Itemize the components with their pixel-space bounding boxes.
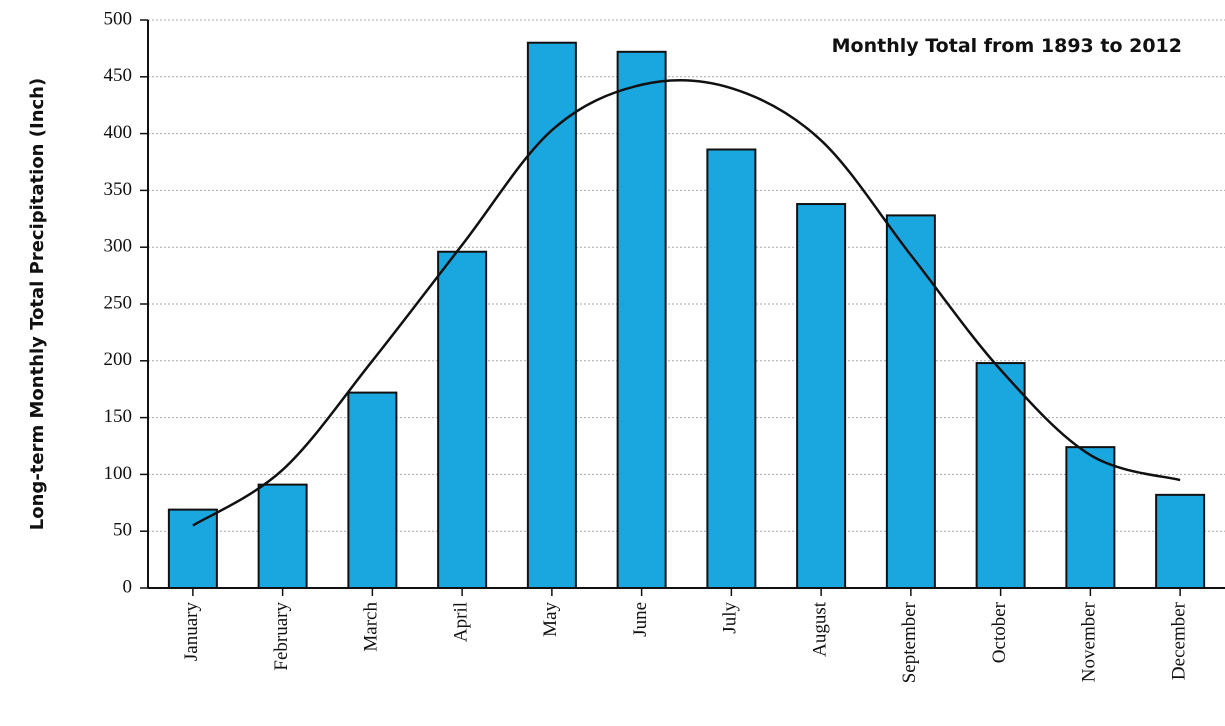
- bar: [796, 203, 847, 589]
- y-tick-label: 300: [104, 236, 133, 257]
- x-tick-label: September: [899, 601, 920, 683]
- y-axis-title: Long-term Monthly Total Precipitation (I…: [27, 78, 48, 530]
- y-tick-label: 150: [104, 406, 133, 427]
- bar: [975, 362, 1026, 589]
- x-tick-label: November: [1079, 601, 1100, 682]
- x-tick-label: March: [361, 602, 382, 652]
- y-tick-label: 0: [123, 576, 133, 597]
- y-tick-label: 250: [104, 292, 133, 313]
- bar: [347, 391, 398, 589]
- y-tick-label: 200: [104, 349, 133, 370]
- x-tick-label: June: [630, 602, 651, 637]
- bar: [437, 250, 488, 590]
- bar: [167, 508, 218, 589]
- bar: [885, 214, 936, 589]
- x-tick-label: January: [181, 602, 202, 662]
- y-tick-label: 500: [104, 8, 133, 29]
- x-tick-label: April: [450, 602, 471, 642]
- y-tick-label: 450: [104, 65, 133, 86]
- y-tick-label: 50: [113, 520, 132, 541]
- bar: [1155, 493, 1206, 589]
- x-tick-label: October: [989, 601, 1010, 663]
- y-tick-label: 100: [104, 463, 133, 484]
- x-tick-label: February: [271, 602, 292, 671]
- bar: [706, 148, 757, 589]
- bar: [1065, 446, 1116, 589]
- bar: [616, 50, 667, 590]
- y-tick-label: 350: [104, 179, 133, 200]
- bar: [257, 483, 308, 589]
- y-tick-label: 400: [104, 122, 133, 143]
- x-tick-label: December: [1168, 601, 1189, 680]
- bar: [526, 41, 577, 590]
- x-tick-label: July: [720, 602, 741, 634]
- x-tick-label: August: [809, 601, 830, 657]
- x-tick-label: May: [540, 602, 561, 637]
- trend-curve: [192, 79, 1181, 527]
- chart-title: Monthly Total from 1893 to 2012: [832, 35, 1182, 57]
